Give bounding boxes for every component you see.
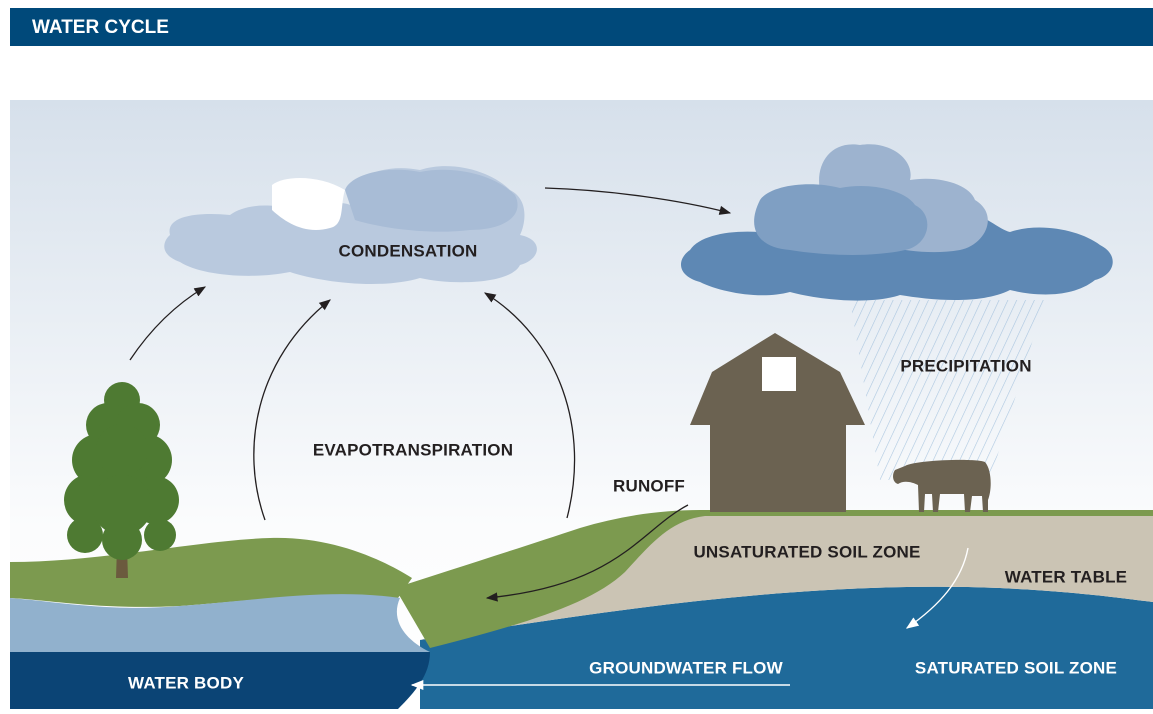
label-groundwater-flow: GROUNDWATER FLOW <box>589 658 783 677</box>
label-unsaturated-soil-zone: UNSATURATED SOIL ZONE <box>693 542 920 561</box>
label-runoff: RUNOFF <box>613 476 685 495</box>
header-title: WATER CYCLE <box>32 17 169 38</box>
label-water-body: WATER BODY <box>128 673 244 692</box>
label-condensation: CONDENSATION <box>338 241 477 260</box>
label-evapotranspiration: EVAPOTRANSPIRATION <box>313 440 513 459</box>
label-saturated-soil-zone: SATURATED SOIL ZONE <box>915 658 1117 677</box>
water-cycle-diagram: WATER CYCLE <box>0 0 1153 709</box>
header-bar <box>10 8 1153 46</box>
label-precipitation: PRECIPITATION <box>900 356 1031 375</box>
label-water-table: WATER TABLE <box>1005 567 1127 586</box>
